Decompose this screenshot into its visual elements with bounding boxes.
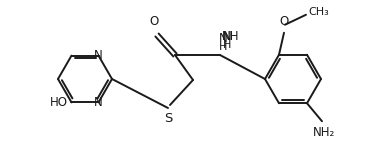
Text: N: N xyxy=(94,49,103,62)
Text: N: N xyxy=(94,96,103,109)
Text: H: H xyxy=(223,40,231,50)
Text: CH₃: CH₃ xyxy=(308,7,329,17)
Text: O: O xyxy=(279,15,289,28)
Text: NH₂: NH₂ xyxy=(313,126,335,139)
Text: N: N xyxy=(219,32,228,45)
Text: HO: HO xyxy=(50,96,67,109)
Text: O: O xyxy=(149,15,159,28)
Text: H: H xyxy=(219,42,227,52)
Text: S: S xyxy=(164,112,172,125)
Text: NH: NH xyxy=(222,30,240,43)
Text: N: N xyxy=(223,31,232,44)
